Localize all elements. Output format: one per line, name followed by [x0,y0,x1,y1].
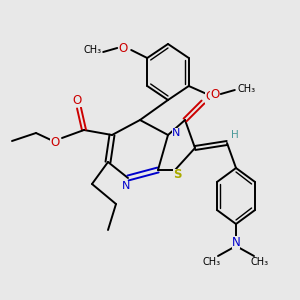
Text: S: S [173,169,181,182]
Text: CH₃: CH₃ [203,257,221,267]
Text: N: N [232,236,240,248]
Text: H: H [231,130,239,140]
Text: O: O [210,88,219,100]
Text: O: O [118,41,128,55]
Text: CH₃: CH₃ [251,257,269,267]
Text: N: N [172,128,180,138]
Text: N: N [122,181,130,191]
Text: CH₃: CH₃ [83,45,101,55]
Text: O: O [206,91,214,103]
Text: O: O [50,136,60,148]
Text: O: O [72,94,82,106]
Text: CH₃: CH₃ [238,84,256,94]
